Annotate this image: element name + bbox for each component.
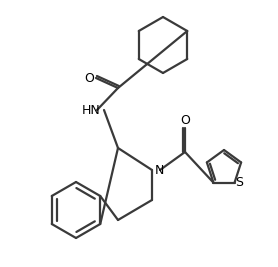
Text: HN: HN (82, 104, 100, 116)
Text: N: N (154, 163, 164, 176)
Text: O: O (180, 115, 190, 128)
Text: S: S (235, 176, 244, 189)
Text: O: O (84, 72, 94, 84)
